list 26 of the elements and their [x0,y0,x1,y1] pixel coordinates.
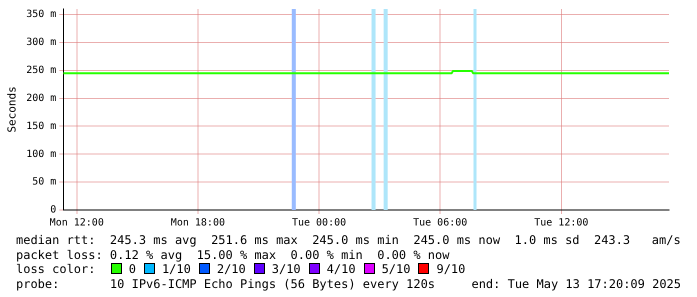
y-tick-label: 200 m [26,92,56,104]
y-tick-label: 300 m [26,37,56,48]
x-tick-label: Mon 18:00 [170,218,225,229]
y-tick-label: 350 m [26,9,56,20]
legend-label: 1/10 [162,262,191,276]
x-tick-label: Tue 06:00 [413,218,468,229]
legend-label: 0 [128,262,136,276]
legend-label: 2/10 [216,262,246,276]
legend-label: 4/10 [326,262,356,276]
text: median rtt: 245.3 ms avg 251.6 ms max 245.0 ms min 245.0 ms now 1.0 ms sd 243.3 am/s [16,233,681,247]
text: probe: 10 IPv6-ICMP Echo Pings (56 Bytes) every 120s [16,276,436,291]
x-tick-label: Mon 12:00 [50,218,104,229]
legend-label: 3/10 [272,262,301,276]
y-axis-title: Seconds [5,86,18,133]
text: loss color: [16,262,96,276]
y-tick-label: 150 m [26,120,56,132]
text: end: Tue May 13 17:20:09 2025 [471,276,681,292]
y-tick-label: 0 [50,204,56,216]
legend-label: 9/10 [436,262,466,276]
x-tick-label: Tue 12:00 [534,218,588,229]
text: packet loss: 0.12 % avg 15.00 % max 0.00 % min 0.00 % now [16,248,450,262]
y-tick-label: 50 m [32,176,56,188]
y-tick-label: 250 m [26,65,56,76]
y-tick-label: 100 m [26,148,56,160]
x-tick-label: Tue 00:00 [292,218,346,229]
legend-label: 5/10 [382,262,410,276]
